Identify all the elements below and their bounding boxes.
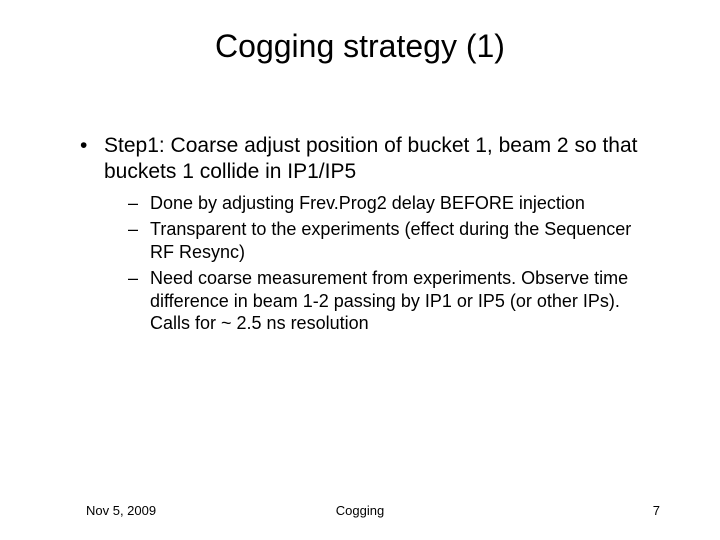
slide-footer: Nov 5, 2009 Cogging 7 (0, 503, 720, 518)
slide-title: Cogging strategy (1) (0, 0, 720, 73)
footer-page-number: 7 (653, 503, 660, 518)
slide-content: Step1: Coarse adjust position of bucket … (0, 73, 720, 335)
bullet-sub-2: Transparent to the experiments (effect d… (134, 218, 660, 263)
bullet-list-level1: Step1: Coarse adjust position of bucket … (60, 133, 660, 186)
bullet-sub-1: Done by adjusting Frev.Prog2 delay BEFOR… (134, 192, 660, 215)
bullet-main: Step1: Coarse adjust position of bucket … (88, 133, 660, 186)
footer-center: Cogging (336, 503, 384, 518)
slide: Cogging strategy (1) Step1: Coarse adjus… (0, 0, 720, 540)
bullet-list-level2: Done by adjusting Frev.Prog2 delay BEFOR… (60, 192, 660, 335)
bullet-sub-3: Need coarse measurement from experiments… (134, 267, 660, 335)
footer-date: Nov 5, 2009 (86, 503, 156, 518)
